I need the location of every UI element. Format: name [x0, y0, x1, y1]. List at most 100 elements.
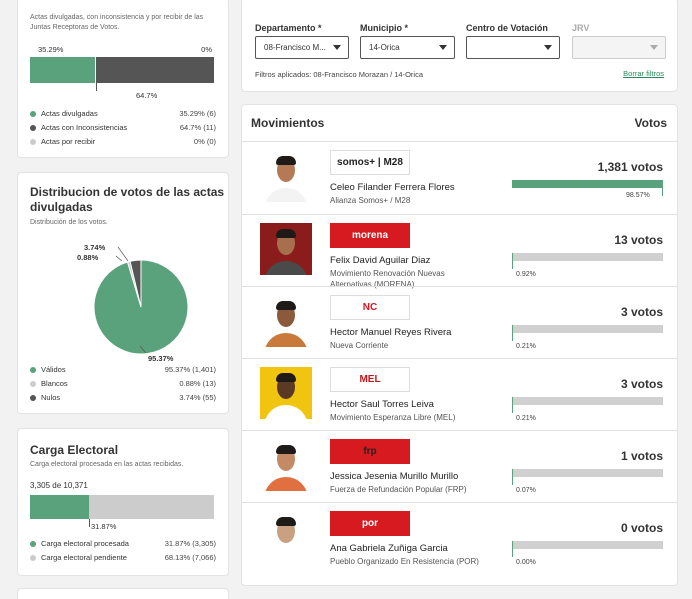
municipio-select[interactable]: 14-Orica: [360, 36, 455, 59]
legend-label: Válidos: [41, 365, 66, 374]
photo-hair: [276, 301, 296, 310]
centro-select[interactable]: [466, 36, 560, 59]
legend-label: Actas con Inconsistencias: [41, 123, 128, 132]
departamento-label: Departamento *: [255, 23, 322, 33]
candidate-party: Pueblo Organizado En Resistencia (POR): [330, 557, 479, 566]
party-logo: frp: [330, 439, 410, 464]
candidate-name: Hector Manuel Reyes Rivera: [330, 327, 452, 338]
vote-percent: 0.92%: [516, 271, 536, 278]
filters-card: Departamento * 08-Francisco M... Municip…: [241, 0, 678, 92]
candidate-row: frp Jessica Jesenia Murillo Murillo Fuerza…: [242, 430, 677, 502]
photo-shoulders: [264, 477, 308, 491]
next-card-stub: [17, 588, 229, 599]
vote-bar-tick: [512, 541, 513, 557]
photo-shoulders: [264, 261, 308, 275]
actas-bar-left-label: 35.29%: [38, 45, 64, 54]
carga-count-label: 3,305 de 10,371: [30, 481, 88, 490]
applied-filters-label: Filtros aplicados:: [255, 70, 312, 79]
candidate-photo: [260, 367, 312, 419]
vote-percent: 0.21%: [516, 343, 536, 350]
legend-label: Nulos: [41, 393, 61, 402]
carga-bar-tick: [89, 519, 90, 527]
vote-bar-tick: [512, 325, 513, 341]
legend-value: 3.74% (55): [179, 393, 216, 402]
pie-leader-nulos: [117, 246, 129, 262]
jrv-select[interactable]: [572, 36, 666, 59]
legend-actas-divulgadas: Actas divulgadas 35.29% (6): [30, 109, 216, 118]
party-logo: MEL: [330, 367, 410, 392]
clear-filters-link[interactable]: Borrar filtros: [623, 69, 664, 78]
legend-dot: [30, 366, 36, 373]
carga-title: Carga Electoral: [30, 443, 119, 457]
pie-slice-nulos: [129, 259, 142, 308]
candidate-party: Movimiento Renovación Nuevas Alternativa…: [330, 269, 445, 289]
applied-filters-value: 08-Francisco Morazan / 14-Orica: [313, 70, 423, 79]
legend-actas-por-recibir: Actas por recibir 0% (0): [30, 137, 216, 146]
candidate-votes: 1,381 votos: [597, 160, 663, 174]
party-logo: por: [330, 511, 410, 536]
photo-hair: [276, 156, 296, 165]
photo-shoulders: [264, 549, 308, 563]
candidate-row: NC Hector Manuel Reyes Rivera Nueva Corrie…: [242, 286, 677, 358]
carga-bar-fill: [30, 495, 89, 519]
actas-bar-fill: [30, 57, 96, 83]
pie-label-validos: 95.37%: [148, 354, 174, 363]
carga-bar: [30, 495, 214, 519]
departamento-select[interactable]: 08-Francisco M...: [255, 36, 349, 59]
candidate-votes: 1 votos: [620, 449, 663, 463]
legend-carga-procesada: Carga electoral procesada 31.87% (3,305): [30, 539, 216, 548]
pie-label-blancos: 0.88%: [77, 253, 99, 262]
applied-filters: Filtros aplicados: 08-Francisco Morazan …: [255, 70, 423, 79]
legend-value: 0% (0): [193, 137, 216, 146]
candidate-votes: 3 votos: [620, 377, 663, 391]
candidate-name: Jessica Jesenia Murillo Murillo: [330, 471, 459, 482]
photo-hair: [276, 517, 296, 526]
photo-hair: [276, 445, 296, 454]
legend-dot: [30, 138, 36, 145]
candidate-photo: [260, 439, 312, 491]
vote-bar: [512, 253, 663, 261]
movimientos-title: Movimientos: [251, 116, 325, 130]
candidate-photo: [260, 295, 312, 347]
centro-label: Centro de Votación: [466, 23, 548, 33]
municipio-value: 14-Orica: [369, 43, 400, 52]
vote-percent: 0.00%: [516, 559, 536, 566]
legend-nulos: Nulos 3.74% (55): [30, 393, 216, 402]
actas-card: Actas divulgadas, con inconsistencia y p…: [17, 0, 229, 158]
legend-dot: [30, 540, 36, 547]
photo-hair: [276, 373, 296, 382]
vote-bar: [512, 469, 663, 477]
departamento-value: 08-Francisco M...: [264, 43, 326, 52]
photo-hair: [276, 229, 296, 238]
legend-value: 68.13% (7,066): [164, 553, 216, 562]
candidate-name: Felix David Aguilar Diaz: [330, 255, 431, 266]
vote-bar-tick: [512, 469, 513, 485]
carga-bar-bottom-label: 31.87%: [91, 522, 117, 531]
vote-bar-tick: [662, 180, 663, 196]
legend-label: Actas divulgadas: [41, 109, 98, 118]
candidate-party: Fuerza de Refundación Popular (FRP): [330, 485, 467, 494]
candidate-votes: 13 votos: [614, 233, 663, 247]
municipio-label: Municipio *: [360, 23, 408, 33]
legend-label: Carga electoral procesada: [41, 539, 129, 548]
distribucion-title: Distribucion de votos de las actas divul…: [30, 185, 225, 214]
legend-label: Blancos: [41, 379, 68, 388]
candidate-party: Alianza Somos+ / M28: [330, 196, 411, 205]
vote-percent: 98.57%: [626, 192, 650, 199]
vote-bar-tick: [512, 397, 513, 413]
candidate-party: Nueva Corriente: [330, 341, 389, 350]
candidate-row: morena Felix David Aguilar Diaz Movimiento…: [242, 214, 677, 289]
legend-value: 64.7% (11): [179, 123, 216, 132]
party-logo: somos+ | M28: [330, 150, 410, 175]
legend-blancos: Blancos 0.88% (13): [30, 379, 216, 388]
candidate-party: Movimiento Esperanza Libre (MEL): [330, 413, 456, 422]
photo-shoulders: [264, 188, 308, 202]
carga-subtitle: Carga electoral procesada en las actas r…: [30, 461, 184, 468]
carga-card: Carga Electoral Carga electoral procesad…: [17, 428, 229, 576]
legend-value: 95.37% (1,401): [164, 365, 216, 374]
legend-validos: Válidos 95.37% (1,401): [30, 365, 216, 374]
actas-bar-tick: [96, 83, 97, 91]
vote-bar: [512, 541, 663, 549]
candidate-row: somos+ | M28 Celeo Filander Ferrera Flore…: [242, 142, 677, 214]
chevron-down-icon: [439, 45, 447, 50]
